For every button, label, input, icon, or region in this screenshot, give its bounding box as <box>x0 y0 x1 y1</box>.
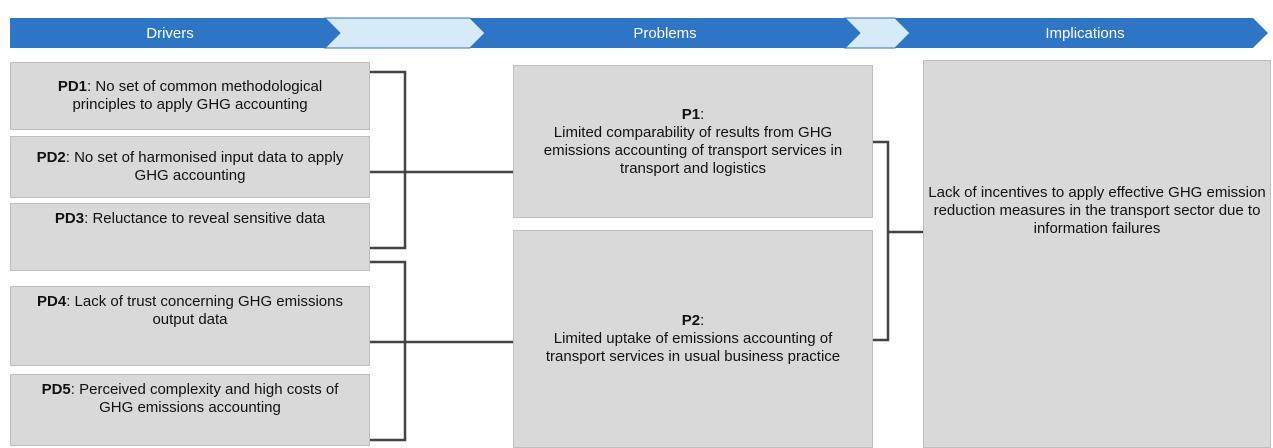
implication-box: Lack of incentives to apply effective GH… <box>923 60 1271 448</box>
stage-label: Problems <box>633 25 696 42</box>
stage-label: Implications <box>1045 25 1124 42</box>
driver-id: PD3 <box>54 210 85 227</box>
problem-text: : Limited uptake of emissions accounting… <box>545 312 841 365</box>
driver-id: PD5 <box>41 381 71 398</box>
driver-text: : Perceived complexity and high costs of… <box>70 381 339 416</box>
driver-id: PD4 <box>37 293 67 310</box>
driver-id: PD1 <box>57 78 88 95</box>
driver-text: : Lack of trust concerning GHG emissions… <box>66 293 343 328</box>
driver-text: : No set of harmonised input data to app… <box>65 149 344 184</box>
stage-label: Drivers <box>146 25 194 42</box>
problem-id: P2 <box>681 312 701 329</box>
driver-text: : No set of common methodological princi… <box>72 78 323 113</box>
problem-box: P1: Limited comparability of results fro… <box>513 65 873 218</box>
connectors <box>370 70 923 442</box>
problem-text: : Limited comparability of results from … <box>543 105 843 177</box>
chevron <box>895 18 1268 48</box>
chevron <box>10 18 340 48</box>
driver-id: PD2 <box>36 149 66 166</box>
problem-box: P2: Limited uptake of emissions accounti… <box>513 230 873 448</box>
driver-box: PD3: Reluctance to reveal sensitive data <box>10 203 370 271</box>
chevron <box>323 17 486 49</box>
implication-text: Lack of incentives to apply effective GH… <box>928 184 1266 237</box>
driver-box: PD4: Lack of trust concerning GHG emissi… <box>10 286 370 366</box>
problem-id: P1 <box>681 105 701 123</box>
chevron <box>470 18 860 48</box>
driver-box: PD5: Perceived complexity and high costs… <box>10 374 370 446</box>
driver-text: : Reluctance to reveal sensitive data <box>84 210 326 227</box>
driver-box: PD2: No set of harmonised input data to … <box>10 136 370 198</box>
driver-box: PD1: No set of common methodological pri… <box>10 62 370 130</box>
